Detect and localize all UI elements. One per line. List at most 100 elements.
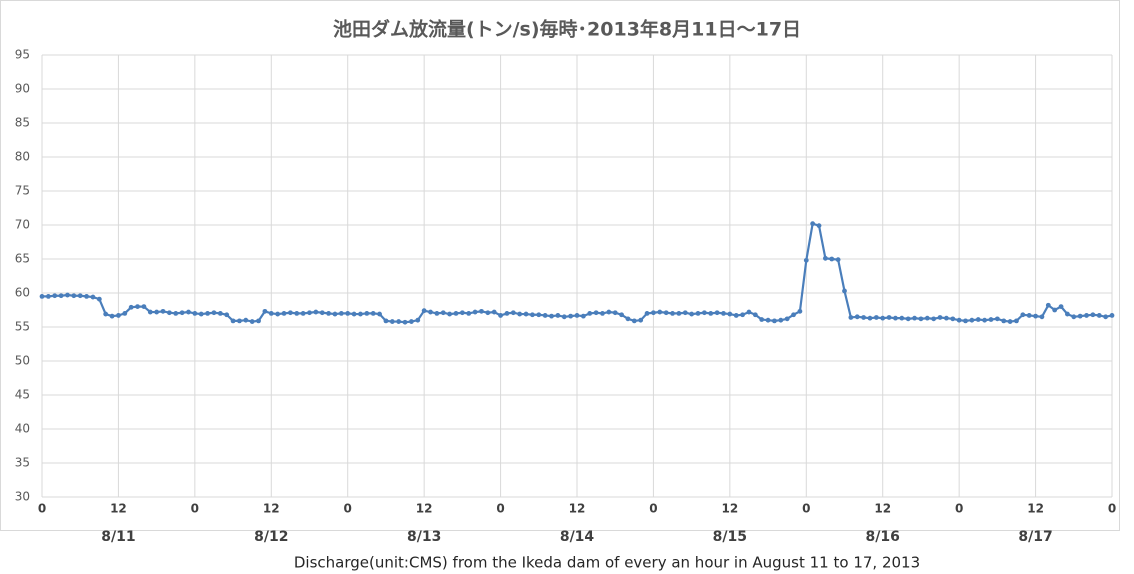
point [396, 319, 402, 324]
point [682, 310, 688, 316]
point [899, 315, 905, 321]
point [510, 310, 516, 316]
point [491, 309, 497, 315]
point [186, 309, 191, 315]
y-tick-label: 85 [15, 116, 30, 130]
point [135, 304, 140, 309]
day-label: 8/17 [1018, 529, 1052, 545]
y-tick-label: 40 [15, 422, 30, 436]
point [778, 317, 784, 323]
day-label: 8/15 [713, 529, 747, 545]
point [638, 317, 644, 323]
x-tick-label: 12 [874, 502, 891, 516]
x-tick-label: 12 [110, 502, 127, 516]
point [205, 311, 210, 316]
point [313, 309, 319, 315]
point [542, 313, 548, 318]
point [708, 311, 714, 316]
point [714, 310, 720, 316]
point [975, 317, 981, 322]
point [587, 311, 593, 316]
point [166, 310, 172, 316]
point [192, 311, 198, 316]
y-tick-label: 75 [15, 184, 30, 198]
point [880, 315, 886, 321]
point [701, 310, 707, 316]
y-tick-label: 35 [15, 456, 30, 470]
point [211, 310, 217, 316]
point [791, 312, 796, 318]
point [829, 256, 835, 262]
x-tick-label: 0 [496, 502, 504, 516]
point [644, 311, 650, 316]
x-tick-label: 12 [263, 502, 280, 516]
point [256, 318, 261, 324]
point [651, 310, 656, 316]
point [447, 311, 453, 317]
point [65, 292, 70, 298]
point [956, 317, 962, 323]
point [466, 311, 472, 316]
point [332, 311, 338, 317]
day-label: 8/14 [560, 529, 595, 545]
point [1077, 313, 1083, 319]
point [498, 313, 503, 318]
point [237, 318, 242, 324]
point [931, 316, 937, 322]
point [752, 312, 758, 318]
point [1033, 313, 1038, 319]
point [440, 310, 446, 316]
point [1103, 314, 1109, 320]
point [937, 315, 943, 320]
point [982, 317, 988, 323]
point [784, 316, 790, 322]
point [950, 316, 956, 322]
point [822, 255, 828, 261]
point [994, 316, 1000, 322]
point [580, 313, 586, 319]
point [549, 313, 554, 319]
x-tick-label: 12 [416, 502, 433, 516]
point [1109, 313, 1115, 318]
point [523, 311, 529, 317]
point [351, 311, 357, 317]
point [1096, 313, 1102, 318]
point [173, 311, 179, 316]
y-tick-label: 45 [15, 388, 30, 402]
point [1020, 312, 1026, 318]
point [695, 311, 701, 316]
x-tick-label: 0 [191, 502, 199, 516]
point [58, 293, 64, 299]
point [1058, 304, 1064, 309]
y-tick-label: 70 [15, 218, 30, 232]
point [224, 312, 230, 318]
point [1039, 314, 1045, 320]
point [230, 318, 236, 324]
point [772, 318, 777, 324]
point [262, 308, 268, 314]
point [77, 293, 83, 299]
point [39, 294, 45, 299]
point [816, 223, 822, 229]
point [536, 312, 542, 318]
point [848, 315, 854, 320]
point [103, 311, 109, 317]
point [631, 318, 637, 324]
y-tick-label: 60 [15, 286, 30, 300]
point [1084, 313, 1089, 318]
point [84, 294, 89, 299]
point [409, 319, 414, 324]
x-tick-label: 0 [802, 502, 810, 516]
point [287, 310, 293, 316]
point [1071, 314, 1077, 320]
x-tick-label: 0 [344, 502, 352, 516]
point [96, 296, 102, 302]
point [530, 312, 535, 318]
point [867, 315, 873, 321]
point [1026, 313, 1032, 318]
point [517, 311, 523, 317]
point [453, 311, 459, 316]
point [1052, 307, 1058, 313]
point [504, 311, 510, 316]
x-tick-label: 0 [38, 502, 46, 516]
